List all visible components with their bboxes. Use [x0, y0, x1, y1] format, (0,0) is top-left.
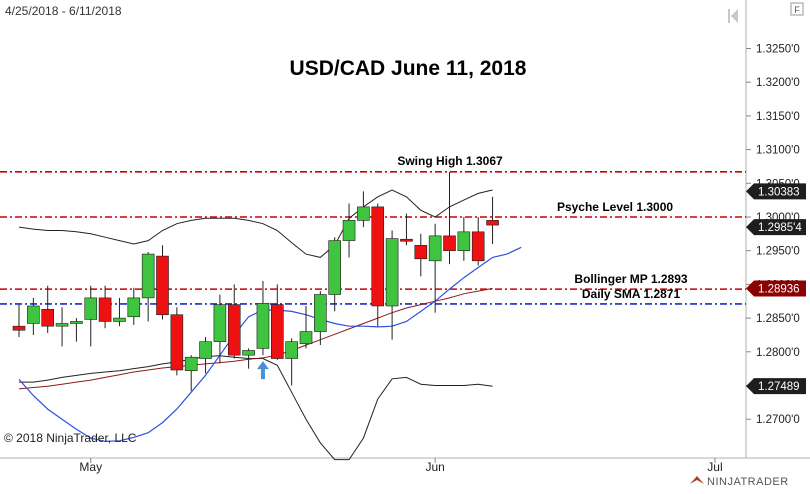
y-tick-label: 1.3250'0 [756, 44, 800, 56]
level-label: Daily SMA 1.2871 [582, 287, 681, 301]
x-tick-label: May [79, 460, 102, 474]
price-tag: 1.30383 [746, 183, 806, 200]
price-axis: 1.3250'01.3200'01.3150'01.3100'01.3050'0… [746, 44, 806, 426]
bullish-candle [70, 321, 83, 324]
bullish-candle [55, 323, 69, 327]
y-tick-label: 1.2800'0 [756, 347, 800, 359]
bearish-candle [371, 206, 385, 307]
bullish-candle [213, 304, 227, 342]
price-tag-label: 1.2985'4 [758, 222, 802, 234]
logo-text: NINJATRADER [707, 476, 789, 488]
y-tick-label: 1.2950'0 [756, 246, 800, 258]
bearish-candle [170, 314, 184, 371]
bearish-candle [98, 297, 112, 322]
scroll-to-start-icon[interactable] [728, 9, 738, 23]
bullish-candle [342, 220, 356, 241]
bearish-candle [156, 255, 169, 316]
x-tick-label: Jul [707, 460, 722, 474]
bullish-candle [199, 341, 212, 359]
bearish-candle [414, 245, 428, 260]
price-tag: 1.28936 [746, 280, 806, 297]
bearish-candle [12, 325, 26, 331]
bearish-candle [443, 235, 456, 251]
date-range-label: 4/25/2018 - 6/11/2018 [5, 4, 122, 18]
bullish-candle [84, 297, 98, 320]
price-tag-label: 1.30383 [758, 186, 800, 198]
price-tag-label: 1.28936 [758, 283, 800, 295]
bollinger-upper-line [18, 189, 493, 258]
ninjatrader-logo: NINJATRADER [690, 476, 789, 488]
bullish-candle [457, 231, 471, 252]
bearish-candle [486, 220, 499, 226]
bullish-candle [357, 206, 370, 221]
indicator-lines [18, 189, 522, 461]
panel-button[interactable]: F [790, 2, 804, 16]
y-tick-label: 1.3150'0 [756, 111, 800, 123]
price-tag: 1.2985'4 [746, 219, 806, 236]
x-tick-label: Jun [425, 460, 444, 474]
bearish-candle [400, 238, 413, 242]
level-label: Bollinger MP 1.2893 [574, 272, 687, 286]
level-label: Psyche Level 1.3000 [557, 200, 673, 214]
horizontal-levels: Swing High 1.3067 Psyche Level 1.3000 Boll… [0, 154, 746, 305]
level-label: Swing High 1.3067 [397, 154, 503, 168]
y-tick-label: 1.2700'0 [756, 414, 800, 426]
buy-signal-arrow-icon [256, 361, 269, 380]
bearish-candle [471, 231, 485, 262]
annotations [256, 361, 269, 380]
logo-mark-icon [690, 476, 704, 484]
bullish-candle [27, 305, 40, 324]
copyright-text: © 2018 NinjaTrader, LLC [4, 431, 137, 445]
bullish-candle [256, 302, 270, 349]
bullish-candle [328, 240, 342, 295]
time-axis: May Jun Jul [79, 458, 723, 474]
bullish-candle [113, 317, 126, 322]
bullish-candle [184, 356, 198, 371]
bullish-candle [314, 294, 327, 332]
bullish-candle [285, 341, 298, 359]
bullish-candle [127, 297, 141, 318]
price-tag-box [746, 183, 806, 200]
price-tag: 1.27489 [746, 378, 806, 395]
price-tag-box [746, 219, 806, 236]
bullish-candle [385, 238, 399, 307]
bullish-candle [299, 331, 313, 345]
bullish-candle [428, 235, 442, 262]
price-tag-box [746, 280, 806, 297]
panel-button-label: F [794, 5, 800, 15]
y-tick-label: 1.2850'0 [756, 313, 800, 325]
bullish-candle [242, 350, 255, 356]
candlesticks [12, 171, 499, 391]
bollinger-mid-line [18, 287, 493, 390]
price-tag-label: 1.27489 [758, 381, 800, 393]
y-tick-label: 1.3100'0 [756, 145, 800, 157]
bearish-candle [227, 304, 241, 356]
price-tag-box [746, 378, 806, 395]
bearish-candle [41, 309, 55, 327]
y-tick-label: 1.3200'0 [756, 77, 800, 89]
bearish-candle [270, 304, 284, 359]
bullish-candle [141, 253, 155, 299]
daily-sma-line [18, 246, 522, 443]
chart-title: USD/CAD June 11, 2018 [290, 57, 527, 80]
